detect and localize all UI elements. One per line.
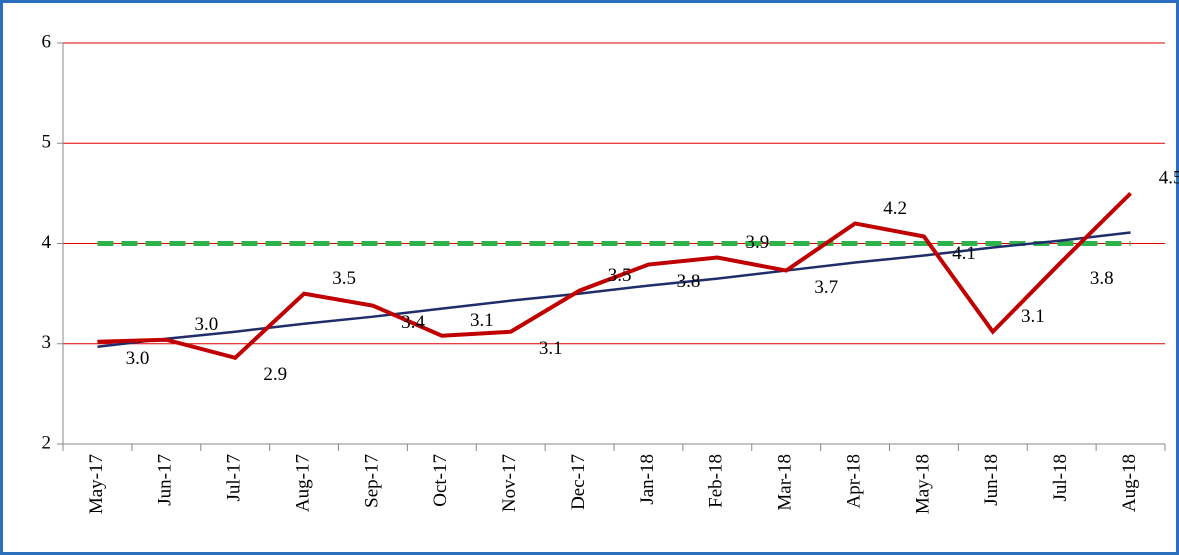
y-tick-label: 2 <box>42 432 52 453</box>
x-tick-label: Feb-18 <box>706 454 727 508</box>
data-label: 3.5 <box>608 265 632 286</box>
x-tick-label: Aug-17 <box>292 454 313 512</box>
data-label: 4.2 <box>883 198 907 219</box>
x-tick-label: Jan-18 <box>637 454 658 505</box>
x-tick-label: May-18 <box>912 454 933 514</box>
data-label: 3.0 <box>126 348 150 369</box>
y-tick-label: 3 <box>42 332 52 353</box>
y-tick-label: 5 <box>42 132 52 153</box>
data-label: 3.9 <box>745 232 769 253</box>
y-tick-label: 6 <box>42 31 52 52</box>
data-label: 3.5 <box>332 268 356 289</box>
x-tick-label: Nov-17 <box>499 454 520 512</box>
data-label: 3.1 <box>470 310 494 331</box>
data-label: 3.8 <box>677 271 701 292</box>
x-tick-label: Oct-17 <box>430 454 451 507</box>
data-label: 3.7 <box>814 277 838 298</box>
series-line <box>97 191 1132 360</box>
x-tick-label: Jun-18 <box>981 454 1002 506</box>
data-label: 4.1 <box>952 243 976 264</box>
x-tick-label: Mar-18 <box>775 454 796 511</box>
y-tick-label: 4 <box>42 232 52 253</box>
x-tick-label: Aug-18 <box>1119 454 1140 512</box>
data-label: 3.1 <box>1021 306 1045 327</box>
data-label: 3.1 <box>539 338 563 359</box>
data-label: 4.5 <box>1159 168 1179 189</box>
data-label: 3.4 <box>401 312 425 333</box>
x-tick-label: Jun-17 <box>155 454 176 506</box>
x-tick-label: Jul-18 <box>1050 454 1071 502</box>
data-label: 2.9 <box>263 364 287 385</box>
data-label: 3.8 <box>1090 268 1114 289</box>
x-tick-label: Apr-18 <box>843 454 864 509</box>
x-tick-label: May-17 <box>86 454 107 514</box>
x-tick-label: Dec-17 <box>568 454 589 510</box>
x-tick-label: Jul-17 <box>224 454 245 502</box>
data-label: 3.0 <box>194 314 218 335</box>
x-tick-label: Sep-17 <box>361 454 382 508</box>
